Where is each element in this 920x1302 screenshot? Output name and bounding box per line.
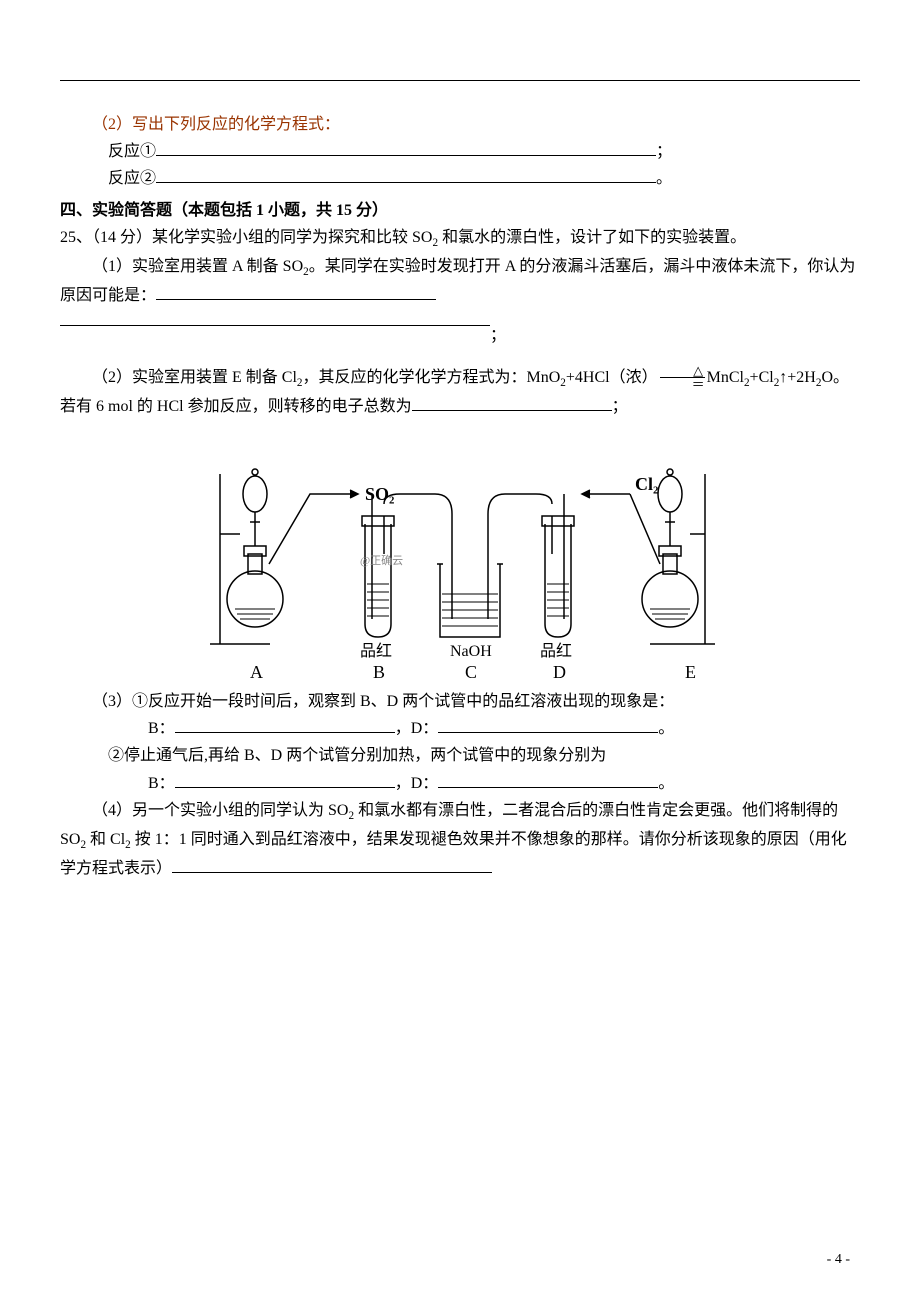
blank-p1-line1 — [156, 283, 436, 300]
tube-b-label: 品红 — [360, 642, 392, 660]
q25-p2: （2）实验室用装置 E 制备 Cl2，其反应的化学化学方程式为：MnO2+4HC… — [60, 364, 860, 420]
q25-p3-2: ②停止通气后,再给 B、D 两个试管分别加热，两个试管中的现象分别为 — [60, 742, 860, 769]
q25-p2-rb: +Cl — [750, 369, 774, 386]
blank-p4 — [172, 856, 492, 873]
cl2-arrow — [582, 490, 660, 564]
spacer — [60, 350, 860, 364]
blank-reaction1 — [156, 139, 656, 156]
q24-reaction-1: 反应①； — [60, 138, 860, 165]
q24-p2-intro: （2）写出下列反应的化学方程式： — [60, 111, 860, 138]
q25-p2-c: +4HCl（浓） — [566, 369, 658, 386]
label-d: D — [553, 662, 566, 682]
q25-p1-a: （1）实验室用装置 A 制备 SO — [92, 258, 303, 275]
gas-label-so2: SO₂ — [365, 484, 394, 504]
q25-p1-cont: ； — [60, 309, 860, 349]
reaction-condition-delta: △＝ — [660, 364, 705, 391]
blank-electrons — [412, 394, 612, 411]
label-b: B — [373, 662, 385, 682]
test-tube-d — [505, 494, 574, 637]
q25-p3-bd-2: B：，D：。 — [60, 770, 860, 797]
blank-d2 — [438, 771, 658, 788]
page: （2）写出下列反应的化学方程式： 反应①； 反应②。 四、实验简答题（本题包括 … — [0, 0, 920, 1302]
apparatus-a — [210, 469, 358, 644]
apparatus-figure: SO₂ @正确云 — [190, 434, 730, 684]
page-number: - 4 - — [827, 1248, 850, 1272]
q24-reaction-2: 反应②。 — [60, 165, 860, 192]
b-label-1: B： — [148, 720, 175, 737]
q25-p4: （4）另一个实验小组的同学认为 SO2 和氯水都有漂白性，二者混合后的漂白性肯定… — [60, 797, 860, 883]
d-label-2: ，D： — [395, 775, 439, 792]
blank-p1-line2 — [60, 309, 490, 326]
reaction1-label: 反应① — [108, 143, 156, 160]
beaker-c — [435, 494, 505, 637]
label-c: C — [465, 662, 477, 682]
delta-top: △ — [660, 364, 705, 377]
q25-p2-b: ，其反应的化学化学方程式为：MnO — [303, 369, 561, 386]
blank-b1 — [175, 716, 395, 733]
q25-p3-bd-1: B：，D：。 — [60, 715, 860, 742]
q25-p4-c: 和 Cl — [86, 831, 125, 848]
section4-heading: 四、实验简答题（本题包括 1 小题，共 15 分） — [60, 197, 860, 224]
beaker-c-label: NaOH — [450, 643, 492, 660]
q25-p2-ra: MnCl — [707, 369, 744, 386]
q25-stem: 25、（14 分）某化学实验小组的同学为探究和比较 SO2 和氯水的漂白性，设计… — [60, 224, 860, 253]
delta-bot: ＝ — [660, 377, 705, 391]
q25-p4-a: （4）另一个实验小组的同学认为 SO — [92, 802, 348, 819]
apparatus-e — [642, 469, 715, 644]
blank-b2 — [175, 771, 395, 788]
q25-p1: （1）实验室用装置 A 制备 SO2。某同学在实验时发现打开 A 的分液漏斗活塞… — [60, 253, 860, 309]
q25-p2-a: （2）实验室用装置 E 制备 Cl — [92, 369, 297, 386]
b-label-2: B： — [148, 775, 175, 792]
content-area: （2）写出下列反应的化学方程式： 反应①； 反应②。 四、实验简答题（本题包括 … — [60, 80, 860, 882]
gas-label-cl2: Cl₂ — [635, 474, 658, 494]
tube-d-label: 品红 — [540, 642, 572, 660]
watermark: @正确云 — [360, 554, 403, 567]
q25-p3-intro: （3）①反应开始一段时间后，观察到 B、D 两个试管中的品红溶液出现的现象是： — [60, 688, 860, 715]
q25-p2-rc: ↑+2H — [779, 369, 816, 386]
blank-d1 — [438, 716, 658, 733]
q25-stem-b: 和氯水的漂白性，设计了如下的实验装置。 — [438, 229, 746, 246]
reaction2-label: 反应② — [108, 170, 156, 187]
blank-reaction2 — [156, 166, 656, 183]
label-a: A — [250, 662, 263, 682]
label-e: E — [685, 662, 696, 682]
d-label-1: ，D： — [395, 720, 439, 737]
q25-stem-a: 25、（14 分）某化学实验小组的同学为探究和比较 SO — [60, 229, 432, 246]
